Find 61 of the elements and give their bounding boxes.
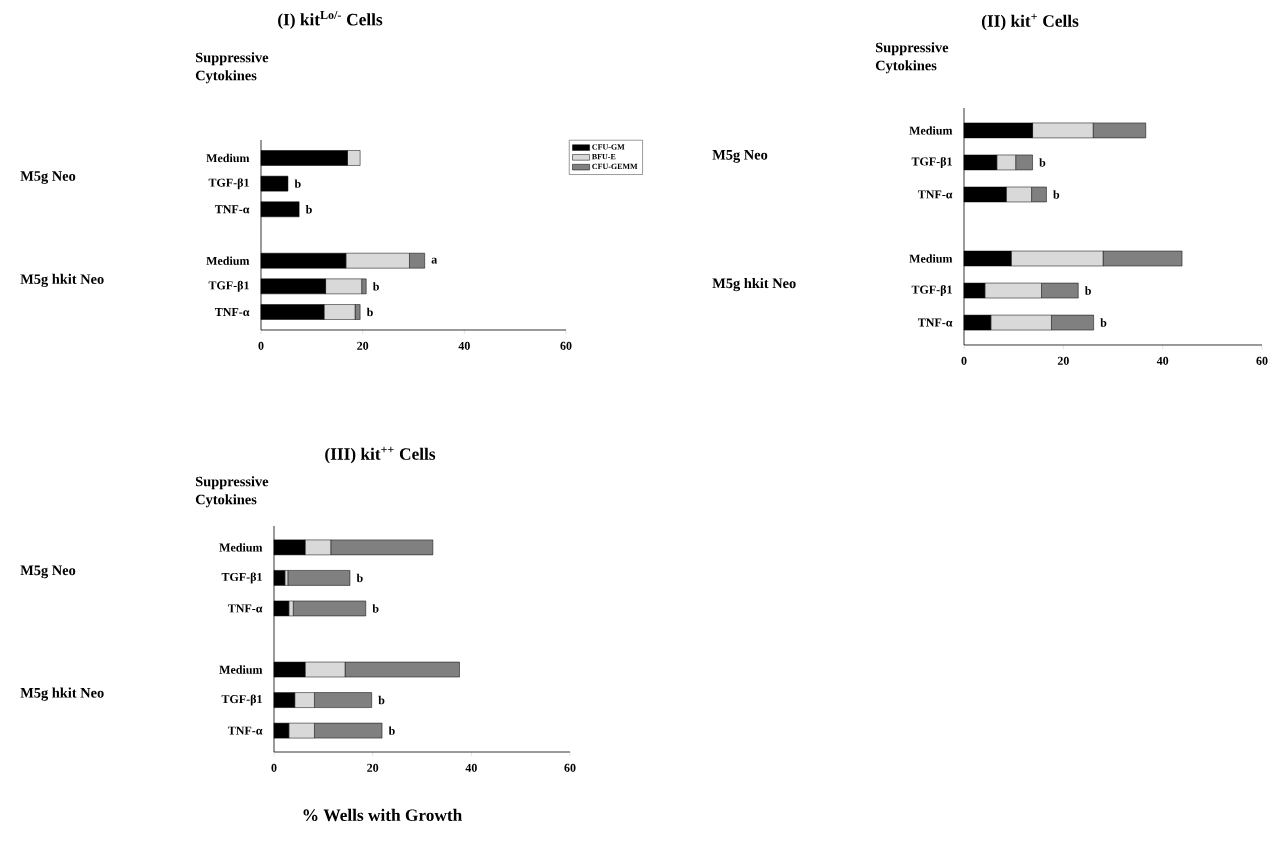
data-label: b <box>1053 190 1060 199</box>
bar <box>293 600 367 617</box>
data-label: b <box>366 307 373 317</box>
y-tick-label: TGF-β1 <box>911 156 952 168</box>
y-tick-label: TNF-α <box>214 205 250 214</box>
data-label: b <box>378 695 385 705</box>
x-tick-label: 20 <box>367 763 379 772</box>
text: Suppressive Cytokines <box>875 42 949 74</box>
x-axis-title: % Wells with Growth <box>303 808 462 822</box>
y-tick-label: TGF-β1 <box>208 178 249 190</box>
x-tick-label: 60 <box>560 341 572 350</box>
x-tick-label: 20 <box>1057 356 1069 365</box>
y-tick-label: Medium <box>219 543 263 552</box>
y-tick-label: Medium <box>206 153 250 163</box>
x-tick-label: 40 <box>1156 356 1169 365</box>
text: M5g Neo <box>712 150 768 163</box>
x-tick-label: 40 <box>465 763 477 772</box>
y-tick-label: Medium <box>909 126 953 135</box>
x-tick-label: 60 <box>1256 356 1268 365</box>
chart-title: (III) kit$^{++}$ Cells <box>325 446 436 464</box>
y-tick-label: Medium <box>219 665 263 674</box>
y-tick-label: Medium <box>206 256 250 265</box>
y-tick-label: TGF-β1 <box>911 285 952 297</box>
legend-label: CFU-GEMM <box>592 163 638 170</box>
chart-title: (I) kit$^{Lo/-}$ Cells <box>278 11 383 29</box>
data-label: b <box>305 205 312 214</box>
data-label: a <box>431 257 438 264</box>
chart-title: (II) kit$^{+}$ Cells <box>981 13 1079 31</box>
x-tick-label: 0 <box>258 341 264 350</box>
data-label: b <box>294 179 301 188</box>
legend-label: CFU-GM <box>592 144 625 150</box>
y-tick-label: TGF-β1 <box>221 572 262 584</box>
text: Suppressive Cytokines <box>195 52 269 84</box>
legend-label: BFU-E <box>591 154 616 160</box>
x-tick-label: 20 <box>357 341 369 350</box>
y-tick-label: TGF-β1 <box>208 280 249 292</box>
text: M5g hkit Neo <box>712 278 796 292</box>
data-label: b <box>372 282 379 291</box>
x-tick-label: 60 <box>564 763 576 772</box>
data-label: b <box>1039 158 1046 167</box>
text: M5g hkit Neo <box>20 687 104 701</box>
data-label: b <box>356 573 363 583</box>
y-tick-label: TNF-α <box>227 726 263 735</box>
text: M5g hkit Neo <box>20 273 104 287</box>
y-tick-label: TNF-α <box>214 308 250 317</box>
y-tick-label: Medium <box>909 254 953 263</box>
text: Suppressive Cytokines <box>195 476 269 508</box>
x-tick-label: 0 <box>961 356 967 365</box>
data-label: b <box>372 604 379 613</box>
text: M5g Neo <box>20 565 76 579</box>
x-tick-label: 40 <box>458 341 470 350</box>
data-label: b <box>1100 318 1107 327</box>
y-tick-label: TNF-α <box>917 190 953 199</box>
x-tick-label: 0 <box>271 763 277 772</box>
data-label: b <box>1084 286 1091 295</box>
data-label: b <box>388 726 395 735</box>
y-tick-label: TNF-α <box>227 604 263 613</box>
y-tick-label: TNF-α <box>917 318 953 327</box>
y-tick-label: TGF-β1 <box>221 694 262 706</box>
bar <box>287 570 351 586</box>
text: M5g Neo <box>20 171 76 184</box>
